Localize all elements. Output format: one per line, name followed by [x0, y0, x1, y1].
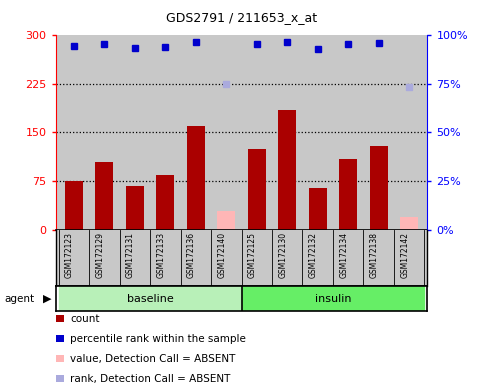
Bar	[400, 217, 418, 230]
Text: agent: agent	[5, 293, 35, 304]
Bar	[126, 186, 144, 230]
Text: GSM172129: GSM172129	[95, 232, 104, 278]
Bar	[339, 159, 357, 230]
Bar	[186, 126, 205, 230]
Bar	[58, 286, 242, 311]
Text: baseline: baseline	[127, 293, 173, 304]
Text: GSM172125: GSM172125	[248, 232, 257, 278]
Text: GSM172142: GSM172142	[400, 232, 409, 278]
Text: value, Detection Call = ABSENT: value, Detection Call = ABSENT	[70, 354, 235, 364]
Bar	[369, 146, 388, 230]
Bar	[248, 149, 266, 230]
Text: GSM172130: GSM172130	[278, 232, 287, 278]
Bar	[156, 175, 174, 230]
Text: GSM172140: GSM172140	[217, 232, 226, 278]
Text: count: count	[70, 314, 99, 324]
Text: percentile rank within the sample: percentile rank within the sample	[70, 334, 246, 344]
Bar	[95, 162, 114, 230]
Bar	[242, 286, 425, 311]
Text: GSM172138: GSM172138	[369, 232, 379, 278]
Text: GSM172132: GSM172132	[309, 232, 318, 278]
Text: GSM172131: GSM172131	[126, 232, 135, 278]
Text: rank, Detection Call = ABSENT: rank, Detection Call = ABSENT	[70, 374, 230, 384]
Bar	[217, 211, 235, 230]
Text: GSM172136: GSM172136	[187, 232, 196, 278]
Text: GDS2791 / 211653_x_at: GDS2791 / 211653_x_at	[166, 12, 317, 25]
Text: insulin: insulin	[315, 293, 351, 304]
Bar	[278, 110, 297, 230]
Bar	[309, 188, 327, 230]
Text: GSM172134: GSM172134	[339, 232, 348, 278]
Text: GSM172123: GSM172123	[65, 232, 74, 278]
Bar	[65, 182, 83, 230]
Text: GSM172133: GSM172133	[156, 232, 165, 278]
Text: ▶: ▶	[43, 293, 51, 304]
